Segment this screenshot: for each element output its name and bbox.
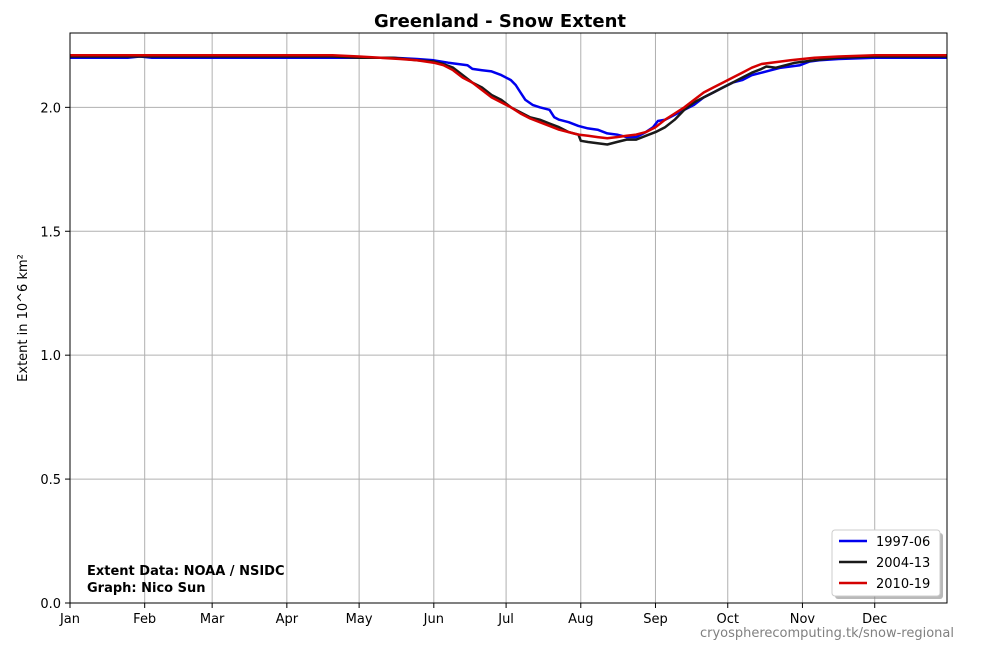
x-tick-label: Jan bbox=[59, 612, 80, 627]
legend-label: 2004-13 bbox=[876, 556, 930, 571]
x-tick-label: Feb bbox=[133, 612, 156, 627]
x-tick-label: Mar bbox=[200, 612, 225, 627]
x-tick-label: May bbox=[346, 612, 373, 627]
x-tick-label: Nov bbox=[790, 612, 816, 627]
author-note: Graph: Nico Sun bbox=[87, 581, 206, 596]
legend-items: 1997-06 2004-13 2010-19 bbox=[839, 535, 930, 592]
source-note: Extent Data: NOAA / NSIDC bbox=[87, 564, 284, 579]
series-line-2010-19 bbox=[70, 54, 947, 140]
plot-frame bbox=[69, 32, 948, 604]
x-tick-label: Jun bbox=[423, 612, 444, 627]
y-tick-label: 0.0 bbox=[40, 597, 61, 612]
credit-url: cryospherecomputing.tk/snow-regional bbox=[700, 626, 954, 641]
legend: 1997-06 2004-13 2010-19 bbox=[831, 529, 943, 599]
legend-label: 2010-19 bbox=[876, 577, 930, 592]
chart-title: Greenland - Snow Extent bbox=[374, 11, 626, 32]
series-line-2004-13 bbox=[70, 55, 947, 146]
series-line-1997-06 bbox=[70, 55, 947, 139]
legend-box bbox=[831, 529, 941, 597]
x-tick-label: Aug bbox=[568, 612, 593, 627]
x-tick-label: Apr bbox=[276, 612, 299, 627]
x-tick-label: Oct bbox=[717, 612, 739, 627]
x-tick-label: Sep bbox=[643, 612, 668, 627]
series-lines bbox=[70, 54, 947, 146]
legend-label: 1997-06 bbox=[876, 535, 930, 550]
y-axis-ticks: 0.0 0.5 1.0 1.5 2.0 bbox=[40, 101, 70, 612]
y-tick-label: 2.0 bbox=[40, 101, 61, 116]
grid-lines bbox=[70, 33, 947, 603]
y-tick-label: 0.5 bbox=[40, 473, 61, 488]
x-tick-label: Jul bbox=[497, 612, 514, 627]
x-tick-label: Dec bbox=[862, 612, 887, 627]
y-tick-label: 1.5 bbox=[40, 225, 61, 240]
y-axis-label: Extent in 10^6 km² bbox=[16, 254, 31, 382]
y-tick-label: 1.0 bbox=[40, 349, 61, 364]
x-axis-ticks: Jan Feb Mar Apr May Jun Jul Aug Sep Oct Nov Dec bbox=[59, 603, 887, 627]
